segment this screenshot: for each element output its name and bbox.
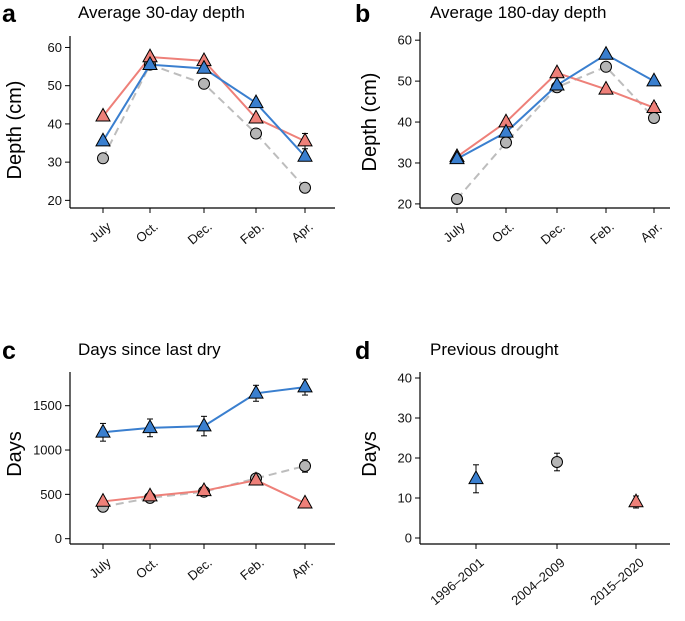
panel-a-red-point xyxy=(297,132,313,147)
panel-d-grey-point xyxy=(551,456,563,468)
panel-c-blue-point xyxy=(196,417,212,432)
panel-c-letter: c xyxy=(2,337,16,365)
panel-d-title: Previous drought xyxy=(430,340,559,359)
panel-b-x-tick-label: Oct. xyxy=(489,219,517,246)
panel-a-blue-point xyxy=(248,94,264,109)
panel-c-y-tick-label: 1500 xyxy=(33,398,62,413)
panel-a-x-tick-label: Feb. xyxy=(237,219,267,247)
panel-c-y-tick-label: 0 xyxy=(55,531,62,546)
panel-a-x-tick-label: Dec. xyxy=(185,219,215,248)
panel-d-x-tick-label: 2004–2009 xyxy=(508,555,567,608)
panel-a-red-point xyxy=(95,107,111,122)
panel-a-y-tick-label: 20 xyxy=(48,193,62,208)
panel-b-x-tick-label: Feb. xyxy=(587,219,617,247)
panel-b-y-tick-label: 60 xyxy=(398,33,412,48)
panel-b-blue-point xyxy=(646,72,662,87)
panel-b-y-tick-label: 50 xyxy=(398,74,412,89)
panel-c-red-point xyxy=(248,471,264,486)
panel-c-blue-point xyxy=(95,423,111,438)
panel-b-grey-point xyxy=(648,111,660,124)
panel-b-x-tick-label: July xyxy=(440,218,468,245)
panel-b-y-tick-label: 30 xyxy=(398,155,412,170)
panel-a-blue-point xyxy=(142,55,158,70)
panel-c-blue-point xyxy=(297,378,313,393)
panel-b-red-point xyxy=(549,64,565,79)
panel-a-grey-point xyxy=(97,152,109,165)
panel-a-y-tick-label: 50 xyxy=(48,78,62,93)
panel-c-blue-point xyxy=(248,384,264,399)
panel-a-blue-point xyxy=(297,147,313,162)
panel-c: c Days since last dry Days 0 500 1000 1500 J… xyxy=(2,337,335,583)
panel-b-letter: b xyxy=(355,0,370,28)
panel-c-y-axis-label: Days xyxy=(4,431,26,477)
panel-a-blue-point xyxy=(95,132,111,147)
panel-d-letter: d xyxy=(355,337,370,365)
panel-d-y-axis-label: Days xyxy=(359,431,381,477)
panel-d-blue-point xyxy=(468,469,484,485)
panel-b-y-axis-label: Depth (cm) xyxy=(359,73,381,172)
panel-a-grey-point xyxy=(299,181,311,194)
panel-b-x-tick-label: Apr. xyxy=(637,219,664,245)
panel-b-red-point xyxy=(598,80,614,95)
panel-b-y-tick-label: 20 xyxy=(398,196,412,211)
panel-a-grey-point xyxy=(250,127,262,140)
panel-d-x-tick-label: 1996–2001 xyxy=(427,555,486,608)
panel-b-blue-point xyxy=(449,150,465,165)
panel-d-y-tick-label: 20 xyxy=(398,451,412,466)
panel-c-red-point xyxy=(142,487,158,502)
panel-b-blue-point xyxy=(549,76,565,91)
panel-c-series-grey-line xyxy=(102,465,306,508)
panel-c-red-point xyxy=(95,492,111,507)
panel-d-red-point xyxy=(628,493,644,508)
panel-c-red-point xyxy=(297,494,313,509)
panel-b-blue-point xyxy=(598,45,614,60)
panel-c-blue-point xyxy=(142,419,158,434)
panel-a-y-axis-label: Depth (cm) xyxy=(4,81,26,180)
panel-a-y-tick-label: 30 xyxy=(48,155,62,170)
panel-d-y-tick-label: 10 xyxy=(398,491,412,506)
panel-c-title: Days since last dry xyxy=(78,340,221,359)
panel-d-y-tick-label: 0 xyxy=(405,531,412,546)
panel-c-x-tick-label: Oct. xyxy=(133,555,161,582)
panel-b-grey-point xyxy=(451,192,463,205)
panel-b-grey-point xyxy=(600,60,612,73)
panel-a-x-tick-label: Oct. xyxy=(133,219,161,246)
panel-b: b Average 180-day depth Depth (cm) 20 30 4… xyxy=(355,0,670,247)
panel-c-y-tick-label: 1000 xyxy=(33,443,62,458)
panel-d: d Previous drought Days 0 10 20 30 40 1996–20… xyxy=(355,337,670,608)
panel-c-x-tick-label: July xyxy=(86,554,114,581)
panel-b-blue-point xyxy=(498,123,514,138)
panel-a-x-tick-label: Apr. xyxy=(288,219,315,245)
panel-c-x-tick-label: Feb. xyxy=(237,555,267,583)
panel-a-y-tick-label: 60 xyxy=(48,40,62,55)
panel-b-title: Average 180-day depth xyxy=(430,3,606,22)
panel-d-x-tick-label: 2015–2020 xyxy=(587,555,646,608)
panel-a-letter: a xyxy=(2,0,17,28)
panel-a-title: Average 30-day depth xyxy=(78,3,245,22)
panel-b-y-tick-label: 40 xyxy=(398,115,412,130)
panel-c-x-tick-label: Dec. xyxy=(185,555,215,584)
panel-a-red-point xyxy=(248,109,264,124)
panel-d-y-tick-label: 40 xyxy=(398,371,412,386)
panel-a-blue-point xyxy=(196,59,212,74)
panel-c-y-tick-label: 500 xyxy=(40,487,62,502)
panel-b-red-point xyxy=(646,98,662,114)
panel-b-grey-point xyxy=(500,136,512,149)
panel-a-y-tick-label: 40 xyxy=(48,116,62,131)
panel-c-x-tick-label: Apr. xyxy=(288,555,315,581)
panel-a: a Average 30-day depth Depth (cm) 20 30 40… xyxy=(2,0,335,247)
panel-b-x-tick-label: Dec. xyxy=(538,219,568,248)
panel-a-grey-point xyxy=(198,77,210,90)
panel-c-grey-point xyxy=(299,459,311,472)
panel-d-y-tick-label: 30 xyxy=(398,411,412,426)
panel-c-red-point xyxy=(196,481,212,497)
panel-a-x-tick-label: July xyxy=(86,218,114,245)
